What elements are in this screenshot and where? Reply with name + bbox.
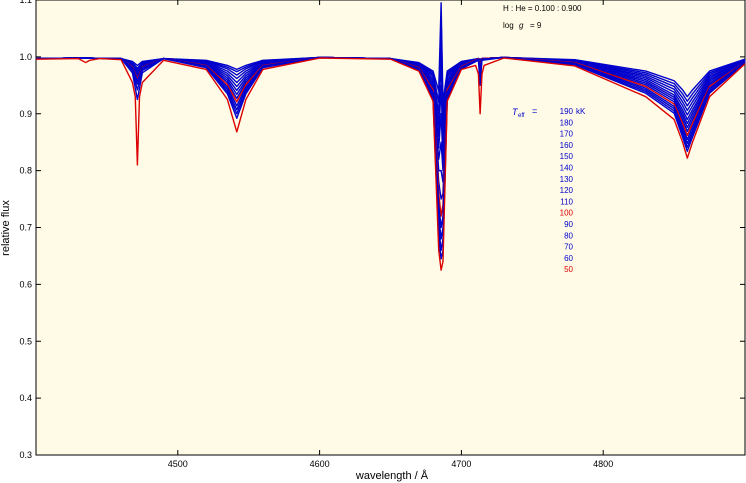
- y-tick-label: 0.4: [19, 393, 32, 403]
- y-tick-label: 0.6: [19, 279, 32, 289]
- legend-entry-120: 120: [560, 186, 574, 195]
- legend-entry-170: 170: [560, 130, 574, 139]
- legend-entry-190: 190: [560, 107, 574, 116]
- legend-entry-180: 180: [560, 118, 574, 127]
- legend-entry-160: 160: [560, 141, 574, 150]
- legend-entry-60: 60: [564, 254, 573, 263]
- teff-label: T: [512, 107, 519, 117]
- logg-value: = 9: [530, 21, 542, 30]
- legend-entry-70: 70: [564, 243, 573, 252]
- axis-ticks: 4500 4600 4700 4800 0.3 0.4 0.5 0.6 0.7 0.8 0.9 1.0…: [19, 0, 745, 469]
- legend-entry-130: 130: [560, 175, 574, 184]
- teff-subscript: eff: [518, 113, 525, 119]
- y-tick-label: 0.8: [19, 166, 32, 176]
- x-tick-label: 4800: [593, 459, 613, 469]
- x-tick-label: 4600: [310, 459, 330, 469]
- legend-entry-90: 90: [564, 220, 573, 229]
- legend-entry-140: 140: [560, 164, 574, 173]
- legend-entry-80: 80: [564, 231, 573, 240]
- y-tick-label: 0.3: [19, 450, 32, 460]
- x-axis-label: wavelength / Å: [355, 469, 429, 482]
- series-line-50: [35, 57, 746, 271]
- logg-label: log: [503, 21, 514, 30]
- y-tick-label: 1.1: [19, 0, 32, 5]
- legend-entry-100: 100: [560, 209, 574, 218]
- legend-entry-110: 110: [560, 197, 573, 206]
- y-tick-label: 1.0: [19, 52, 32, 62]
- x-tick-label: 4700: [451, 459, 471, 469]
- legend-entry-50: 50: [564, 265, 573, 274]
- x-tick-label: 4500: [168, 459, 188, 469]
- abundance-annotation: H : He = 0.100 : 0.900: [503, 4, 582, 13]
- y-tick-label: 0.7: [19, 223, 32, 233]
- legend-entry-150: 150: [560, 152, 574, 161]
- spectrum-curves: [35, 2, 746, 271]
- y-axis-label: relative flux: [0, 200, 12, 256]
- teff-equals: =: [532, 106, 537, 116]
- logg-annotation: log g = 9: [503, 21, 542, 30]
- y-tick-label: 0.5: [19, 336, 32, 346]
- y-tick-label: 0.9: [19, 109, 32, 119]
- legend-unit: kK: [576, 107, 586, 116]
- logg-symbol: g: [519, 21, 524, 30]
